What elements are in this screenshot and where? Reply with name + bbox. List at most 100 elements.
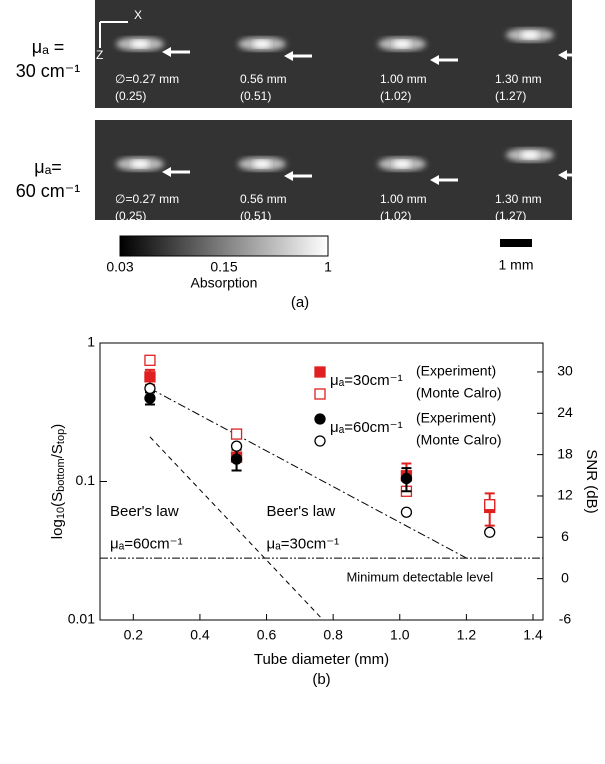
legend-group: μₐ=30cm⁻¹ — [330, 372, 403, 389]
x-tick-label: 0.8 — [323, 627, 343, 643]
arrow-head — [430, 175, 439, 185]
arrow-head — [162, 47, 171, 57]
measured-label: (1.02) — [380, 209, 411, 223]
arrow-head — [430, 55, 439, 65]
legend-marker — [314, 388, 326, 400]
point — [144, 392, 156, 404]
blob — [393, 160, 411, 168]
legend-label: (Monte Calro) — [416, 432, 502, 448]
y-axis-label-part: log — [49, 519, 66, 539]
x-axis-label: Tube diameter (mm) — [254, 651, 389, 668]
y2-tick-label: 18 — [557, 445, 573, 461]
y-axis-label-part: /S — [49, 444, 66, 458]
y2-tick-label: 0 — [561, 569, 569, 585]
point — [484, 499, 496, 511]
diameter-label: 0.56 mm — [240, 72, 287, 86]
blob — [131, 40, 149, 48]
axes-icon — [99, 21, 128, 48]
point — [484, 526, 496, 538]
diameter-label: ∅=0.27 mm — [115, 72, 179, 86]
measured-label: (0.25) — [115, 89, 146, 103]
y-axis-label-part: 10 — [55, 507, 67, 519]
arrow-head — [162, 167, 171, 177]
annotation: Minimum detectable level — [346, 570, 493, 585]
x-tick-label: 0.4 — [190, 627, 210, 643]
point — [400, 472, 413, 485]
arrow-head — [284, 171, 293, 181]
point — [230, 453, 243, 465]
y2-tick-label: 12 — [557, 487, 573, 503]
blob — [393, 40, 411, 48]
diameter-label: 1.00 mm — [380, 72, 427, 86]
annotation: μₐ=30cm⁻¹ — [267, 536, 340, 553]
legend-group: μₐ=60cm⁻¹ — [330, 419, 403, 436]
annotation: Beer's law — [267, 503, 336, 520]
y-tick-label: 0.1 — [76, 472, 96, 488]
y-tick-label: 1 — [87, 334, 95, 350]
blob — [253, 160, 271, 168]
diameter-label: ∅=0.27 mm — [115, 192, 179, 206]
measured-label: (0.51) — [240, 89, 271, 103]
axis-label: X — [134, 8, 142, 22]
point — [400, 506, 413, 518]
annotation: μₐ=60cm⁻¹ — [110, 536, 183, 553]
y-axis-label-part: bottom — [55, 458, 67, 492]
x-tick-label: 1.4 — [523, 627, 543, 643]
measured-label: (1.27) — [495, 209, 526, 223]
diameter-label: 1.30 mm — [495, 72, 542, 86]
reference-line — [149, 387, 467, 559]
blob — [521, 31, 539, 39]
y2-tick-label: -6 — [559, 611, 572, 627]
arrow-head — [558, 170, 567, 180]
row-label: μₐ= — [34, 157, 62, 177]
arrow-head — [284, 51, 293, 61]
measured-label: (0.25) — [115, 209, 146, 223]
colorbar-tick: 1 — [324, 259, 332, 275]
measured-label: (1.02) — [380, 89, 411, 103]
blob — [131, 160, 149, 168]
scale-label: 1 mm — [499, 257, 534, 273]
legend-label: (Experiment) — [416, 410, 496, 426]
x-tick-label: 0.6 — [257, 627, 277, 643]
y-axis-label-part: ) — [49, 424, 66, 429]
arrow-head — [558, 50, 567, 60]
colorbar-tick: 0.03 — [106, 259, 133, 275]
point — [230, 428, 243, 440]
annotation: Beer's law — [110, 503, 179, 520]
point — [144, 371, 156, 383]
colorbar — [119, 235, 329, 257]
reference-line — [149, 436, 324, 621]
legend-marker — [314, 435, 326, 447]
axis-label: Z — [96, 48, 103, 62]
x-tick-label: 0.2 — [124, 627, 144, 643]
x-tick-label: 1.2 — [457, 627, 477, 643]
image-strip — [95, 0, 572, 108]
measured-label: (0.51) — [240, 209, 271, 223]
colorbar-label: Absorption — [191, 275, 258, 291]
colorbar-tick: 0.15 — [210, 259, 237, 275]
y2-tick-label: 6 — [561, 528, 569, 544]
scale-bar — [500, 239, 532, 247]
point — [144, 382, 156, 395]
caption: (b) — [312, 671, 330, 688]
point — [144, 354, 156, 366]
y-axis-label-part: (S — [49, 492, 66, 507]
legend-label: (Monte Calro) — [416, 385, 502, 401]
diameter-label: 1.30 mm — [495, 192, 542, 206]
y2-tick-label: 24 — [557, 404, 573, 420]
y-axis-label-part: top — [55, 429, 67, 444]
y-axis-label: log10(Sbottom/Stop) — [49, 424, 67, 539]
blob — [253, 40, 271, 48]
legend-marker — [314, 413, 326, 425]
diameter-label: 0.56 mm — [240, 192, 287, 206]
legend-label: (Experiment) — [416, 363, 496, 379]
blob — [521, 151, 539, 159]
image-strip — [95, 120, 572, 220]
row-label: μₐ = — [32, 37, 65, 57]
row-label: 60 cm⁻¹ — [16, 181, 81, 201]
y2-axis-label: SNR (dB) — [583, 449, 600, 513]
caption: (a) — [291, 294, 309, 311]
y-tick-label: 0.01 — [68, 611, 95, 627]
row-label: 30 cm⁻¹ — [16, 61, 81, 81]
